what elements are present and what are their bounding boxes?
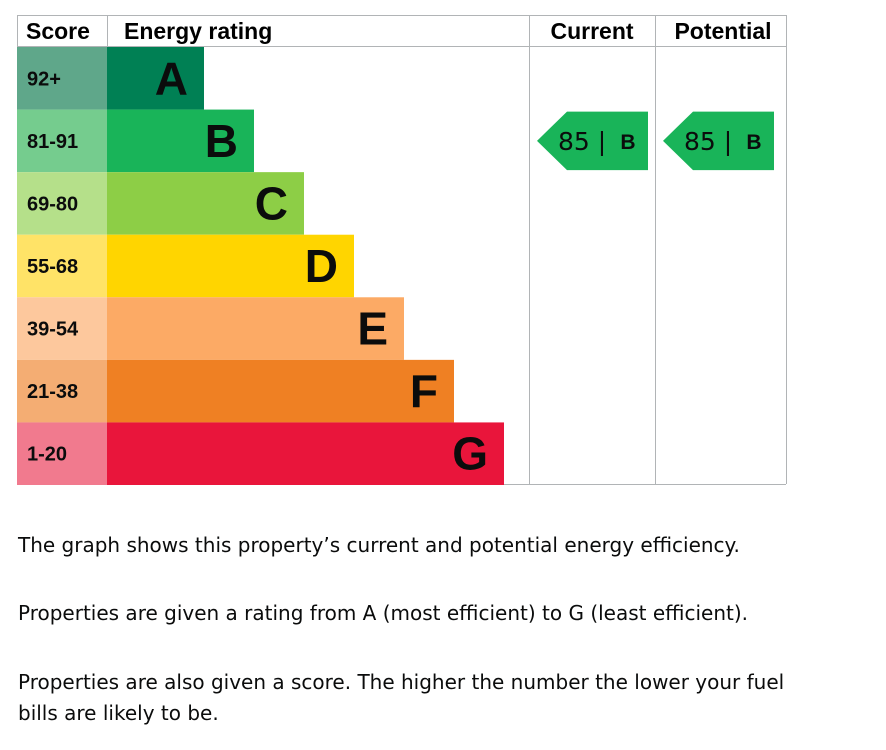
- current-rating-marker-arrow: [537, 111, 648, 171]
- band-score-label: 39-54: [27, 319, 79, 341]
- band-score-label: 69-80: [27, 193, 78, 215]
- band-letter: B: [205, 115, 238, 167]
- potential-rating-marker: 85 | B: [663, 111, 774, 171]
- header-current: Current: [550, 18, 633, 44]
- band-score-cell: [17, 109, 107, 173]
- band-score-label: 55-68: [27, 256, 78, 278]
- band-score-label: 21-38: [27, 381, 78, 403]
- band-bar: [107, 109, 254, 173]
- band-letter: E: [357, 303, 388, 355]
- band-f: 21-38 F: [17, 359, 454, 423]
- band-letter: F: [410, 365, 438, 417]
- header-energy-rating: Energy rating: [124, 18, 272, 44]
- potential-rating-marker-letter: B: [746, 131, 761, 154]
- band-score-label: 1-20: [27, 444, 67, 466]
- band-score-label: 92+: [27, 68, 61, 90]
- energy-rating-chart: Score Energy rating Current Potential 92…: [17, 15, 787, 485]
- band-bar: [107, 422, 504, 485]
- band-bar: [107, 234, 354, 298]
- band-score-cell: [17, 47, 107, 110]
- band-score-cell: [17, 359, 107, 423]
- rating-bands: 92+ A 81-91 B 69-80 C 55-68 D 39-54 E 21-38 F 1-20 G: [17, 47, 504, 485]
- band-score-cell: [17, 422, 107, 485]
- band-e: 39-54 E: [17, 297, 404, 360]
- band-bar: [107, 297, 404, 360]
- band-score-cell: [17, 234, 107, 298]
- description-graph: The graph shows this property’s current …: [18, 533, 740, 557]
- potential-rating-marker-score: 85 |: [684, 127, 732, 156]
- current-rating-marker-score: 85 |: [558, 127, 606, 156]
- band-letter: D: [305, 240, 338, 292]
- header-potential: Potential: [674, 18, 771, 44]
- band-b: 81-91 B: [17, 109, 254, 173]
- band-letter: A: [155, 52, 188, 104]
- band-bar: [107, 47, 204, 110]
- band-score-cell: [17, 297, 107, 360]
- band-bar: [107, 172, 304, 235]
- description-score: Properties are also given a score. The h…: [18, 670, 785, 725]
- band-letter: C: [255, 177, 288, 229]
- header-score: Score: [26, 18, 90, 44]
- description-rating-range: Properties are given a rating from A (mo…: [18, 601, 749, 625]
- band-bar: [107, 359, 454, 423]
- band-d: 55-68 D: [17, 234, 354, 298]
- band-letter: G: [452, 428, 488, 480]
- potential-rating-marker-arrow: [663, 111, 774, 171]
- band-score-cell: [17, 172, 107, 235]
- rating-markers: 85 | B 85 | B: [537, 111, 774, 171]
- band-score-label: 81-91: [27, 131, 78, 153]
- current-rating-marker: 85 | B: [537, 111, 648, 171]
- chart-headers: Score Energy rating Current Potential: [26, 18, 772, 44]
- band-a: 92+ A: [17, 47, 204, 110]
- band-g: 1-20 G: [17, 422, 504, 485]
- current-rating-marker-letter: B: [620, 131, 635, 154]
- band-c: 69-80 C: [17, 172, 304, 235]
